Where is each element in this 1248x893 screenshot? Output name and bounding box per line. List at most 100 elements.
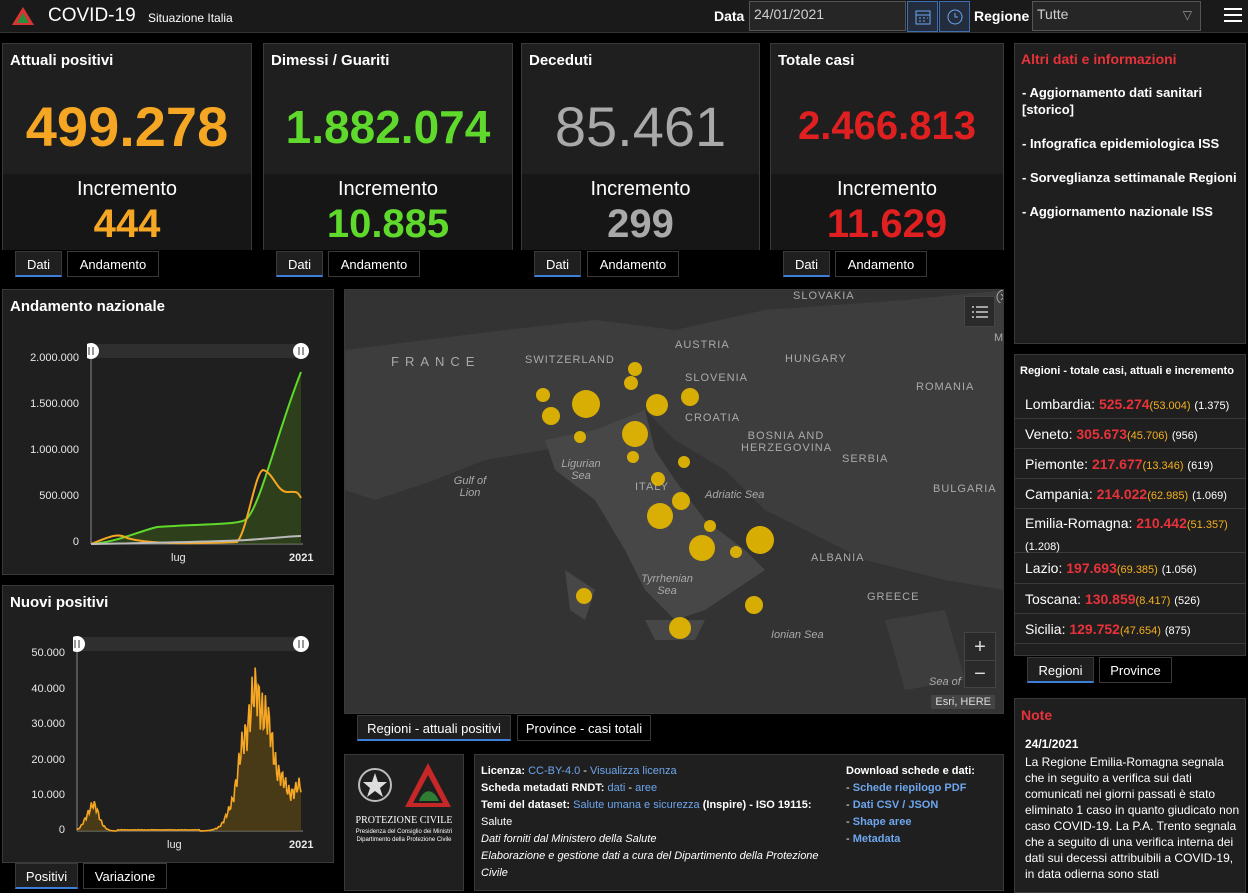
andamento-chart-panel: Andamento nazionale 2.000.000 1.500.000 … bbox=[2, 289, 334, 575]
temi-link[interactable]: Salute umana e sicurezza bbox=[573, 799, 700, 811]
map-bubble[interactable] bbox=[574, 431, 586, 443]
map-bubble[interactable] bbox=[746, 526, 774, 554]
tab-andamento[interactable]: Andamento bbox=[67, 251, 159, 277]
kpi-title: Attuali positivi bbox=[10, 52, 114, 69]
salute-text: Salute bbox=[481, 816, 513, 828]
tab-province[interactable]: Province bbox=[1099, 657, 1172, 683]
map-bubble[interactable] bbox=[624, 376, 638, 390]
aree-link[interactable]: aree bbox=[635, 782, 658, 794]
pc-title: PROTEZIONE CIVILE bbox=[355, 815, 453, 826]
licenza-link[interactable]: CC-BY-4.0 bbox=[528, 765, 581, 777]
y-tick: 1.500.000 bbox=[30, 398, 79, 410]
info-title: Altri dati e informazioni bbox=[1021, 51, 1177, 67]
map-bubble[interactable] bbox=[536, 388, 550, 402]
map-bubble[interactable] bbox=[651, 472, 665, 486]
list-item[interactable]: Emilia-Romagna: 210.442(51.357) (1.208) bbox=[1015, 509, 1245, 553]
time-button[interactable] bbox=[939, 1, 970, 32]
map-label: SLOVENIA bbox=[685, 372, 749, 384]
elaborazione-text: Elaborazione e gestione dati a cura del … bbox=[481, 850, 819, 879]
map-bubble[interactable] bbox=[576, 588, 592, 604]
hamburger-menu-icon[interactable] bbox=[1224, 7, 1242, 23]
temi-rest: (Inspire) - ISO 19115: bbox=[699, 799, 812, 811]
zoom-in-button[interactable]: + bbox=[965, 633, 995, 661]
list-item[interactable]: Campania: 214.022(62.985) (1.069) bbox=[1015, 479, 1245, 509]
regions-panel: Regioni - totale casi, attuali e increme… bbox=[1014, 354, 1246, 656]
download-link[interactable]: Schede riepilogo PDF bbox=[852, 782, 967, 794]
info-link[interactable]: - Sorveglianza settimanale Regioni bbox=[1022, 170, 1237, 185]
visualizza-licenza-link[interactable]: Visualizza licenza bbox=[590, 765, 677, 777]
list-item[interactable]: Sicilia: 129.752(47.654) (875) bbox=[1015, 614, 1245, 644]
list-item[interactable]: Toscana: 130.859(8.417) (526) bbox=[1015, 584, 1245, 614]
note-title: Note bbox=[1021, 707, 1053, 723]
kpi-totale-casi: Totale casi 2.466.813 Incremento 11.629 bbox=[770, 43, 1004, 250]
map-bubble[interactable] bbox=[628, 362, 642, 376]
tab-province-casi-totali[interactable]: Province - casi totali bbox=[517, 715, 651, 741]
info-link[interactable]: - Infografica epidemiologica ISS bbox=[1022, 136, 1220, 151]
map-bubble[interactable] bbox=[704, 520, 716, 532]
map-view[interactable]: SLOVAKIA FRANCE SWITZERLAND AUSTRIA HUNG… bbox=[344, 289, 1004, 714]
map-bubble[interactable] bbox=[672, 492, 690, 510]
tab-dati[interactable]: Dati bbox=[783, 251, 830, 277]
map-label: Adriatic Sea bbox=[705, 489, 765, 501]
separator: - bbox=[580, 765, 591, 777]
clock-icon bbox=[947, 9, 962, 24]
map-bubble[interactable] bbox=[627, 451, 639, 463]
map-bubble[interactable] bbox=[572, 390, 600, 418]
download-link[interactable]: Shape aree bbox=[852, 816, 912, 828]
map-bubble[interactable] bbox=[689, 535, 715, 561]
region-select[interactable]: Tutte ▽ bbox=[1032, 1, 1201, 31]
download-link[interactable]: Dati CSV / JSON bbox=[852, 799, 939, 811]
region-total: 214.022 bbox=[1096, 486, 1148, 502]
range-handle-right[interactable] bbox=[293, 343, 309, 359]
info-link[interactable]: - Aggiornamento dati sanitari [storico] bbox=[1022, 85, 1203, 117]
list-item[interactable]: Lombardia: 525.274(53.004) (1.375) bbox=[1015, 389, 1245, 419]
calendar-button[interactable] bbox=[907, 1, 938, 32]
map-bubble[interactable] bbox=[542, 407, 560, 425]
range-slider-track[interactable] bbox=[91, 344, 303, 358]
range-handle-right[interactable] bbox=[293, 636, 309, 652]
region-name: Emilia-Romagna: bbox=[1025, 515, 1133, 531]
tab-dati[interactable]: Dati bbox=[276, 251, 323, 277]
tab-positivi[interactable]: Positivi bbox=[15, 863, 78, 889]
y-tick: 50.000 bbox=[31, 647, 65, 659]
map-bubble[interactable] bbox=[678, 456, 690, 468]
region-attuali: (8.417) bbox=[1135, 595, 1171, 607]
region-attuali: (45.706) bbox=[1127, 430, 1168, 442]
map-label: HUNGARY bbox=[785, 353, 847, 365]
tab-andamento[interactable]: Andamento bbox=[587, 251, 679, 277]
map-bubble[interactable] bbox=[669, 617, 691, 639]
x-tick: 2021 bbox=[289, 552, 314, 564]
map-bubble[interactable] bbox=[745, 596, 763, 614]
download-link[interactable]: Metadata bbox=[852, 833, 901, 845]
y-tick: 0 bbox=[72, 536, 79, 548]
map-legend-button[interactable] bbox=[964, 296, 995, 327]
info-panel: Altri dati e informazioni - Aggiornament… bbox=[1014, 43, 1246, 344]
list-item[interactable]: Lazio: 197.693(69.385) (1.056) bbox=[1015, 553, 1245, 584]
region-name: Campania: bbox=[1025, 486, 1093, 502]
tab-regioni-attuali-positivi[interactable]: Regioni - attuali positivi bbox=[357, 715, 511, 741]
info-link[interactable]: - Aggiornamento nazionale ISS bbox=[1022, 204, 1213, 219]
fullscreen-icon[interactable] bbox=[996, 289, 1004, 303]
map-bubble[interactable] bbox=[646, 394, 668, 416]
tab-andamento[interactable]: Andamento bbox=[328, 251, 420, 277]
map-bubble[interactable] bbox=[622, 421, 648, 447]
date-input[interactable]: 24/01/2021 bbox=[749, 1, 906, 31]
map-bubble[interactable] bbox=[730, 546, 742, 558]
range-slider-track[interactable] bbox=[77, 637, 303, 651]
attuali-line bbox=[90, 468, 302, 545]
zoom-out-button[interactable]: − bbox=[974, 663, 986, 685]
list-item[interactable]: Piemonte: 217.677(13.346) (619) bbox=[1015, 449, 1245, 479]
tab-regioni[interactable]: Regioni bbox=[1027, 657, 1094, 683]
tab-dati[interactable]: Dati bbox=[534, 251, 581, 277]
list-item[interactable]: Veneto: 305.673(45.706) (956) bbox=[1015, 419, 1245, 449]
tab-variazione[interactable]: Variazione bbox=[83, 863, 167, 889]
map-bubble[interactable] bbox=[681, 388, 699, 406]
protezione-civile-logo-icon bbox=[12, 7, 34, 25]
region-increment: (956) bbox=[1171, 430, 1198, 442]
kpi-value: 499.278 bbox=[25, 95, 229, 158]
map-bubble[interactable] bbox=[647, 503, 673, 529]
dati-link[interactable]: dati bbox=[607, 782, 626, 794]
tab-andamento[interactable]: Andamento bbox=[835, 251, 927, 277]
tab-dati[interactable]: Dati bbox=[15, 251, 62, 277]
licenza-label: Licenza: bbox=[481, 765, 526, 777]
